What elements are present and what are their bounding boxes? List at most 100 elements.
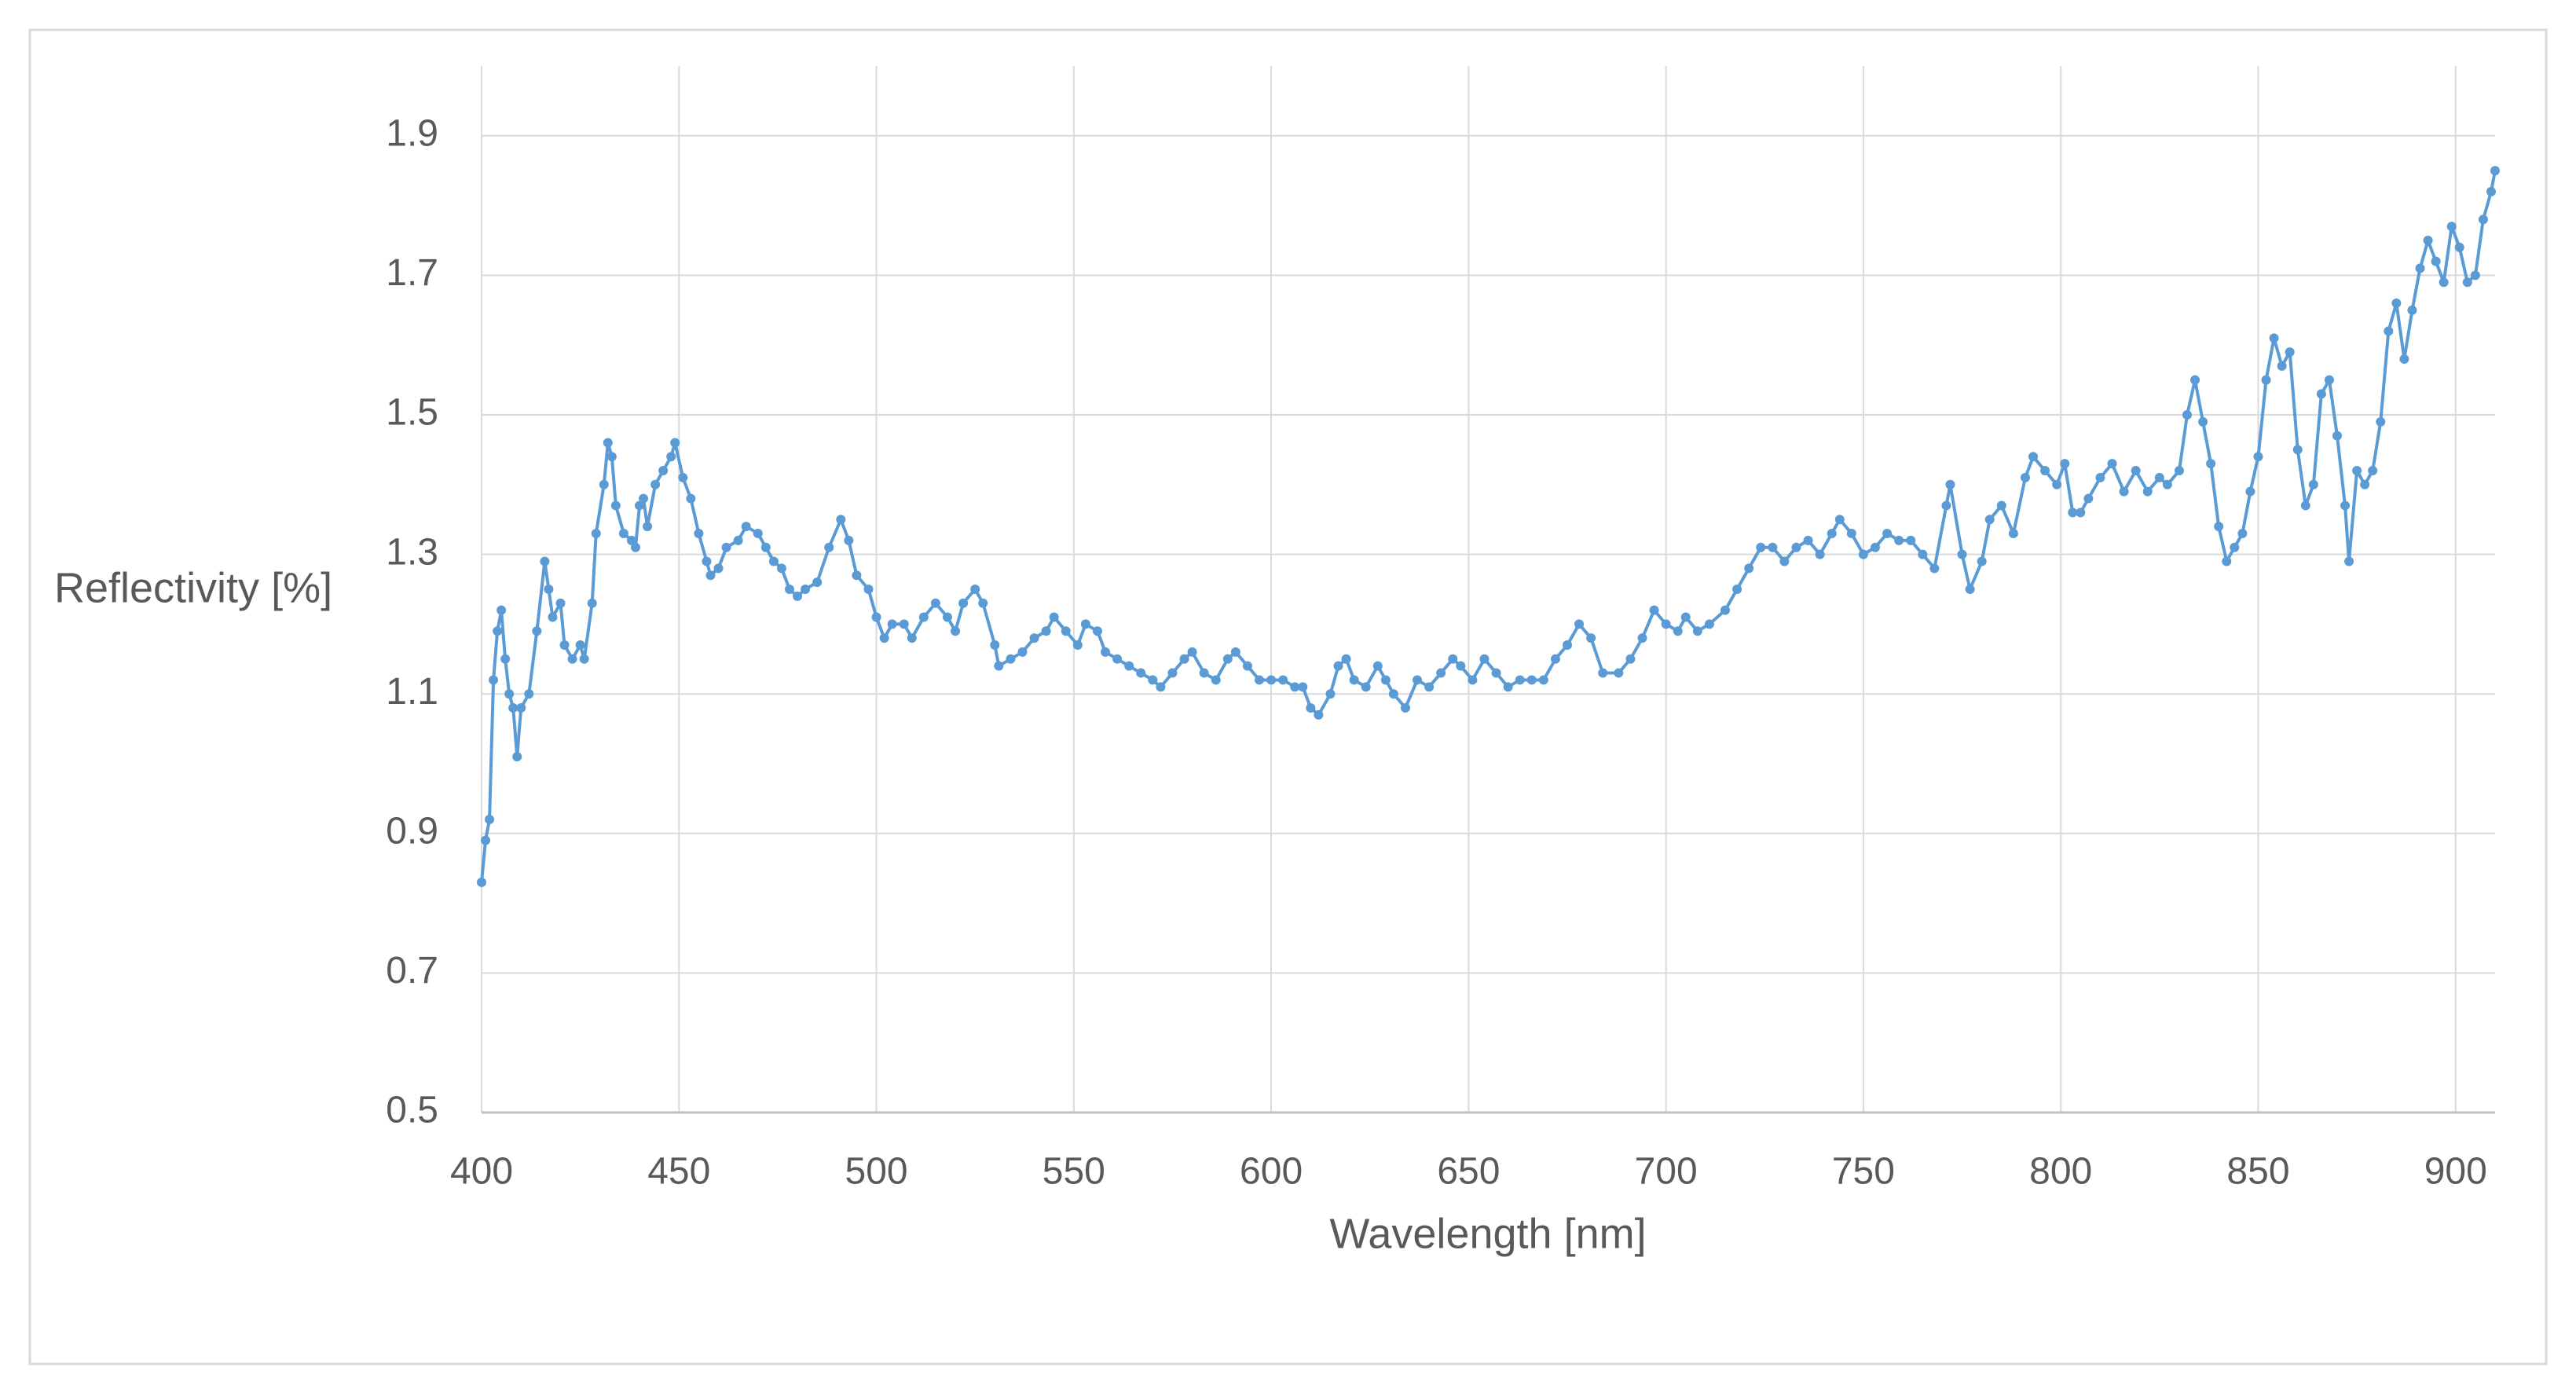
data-point xyxy=(579,654,589,664)
data-point xyxy=(2399,354,2409,364)
data-point xyxy=(2407,305,2417,315)
x-tick-label: 750 xyxy=(1832,1151,1895,1193)
data-point xyxy=(2360,479,2370,489)
data-point xyxy=(2040,466,2050,476)
data-point xyxy=(2245,486,2255,497)
data-point xyxy=(2316,389,2326,399)
data-point xyxy=(1768,542,1778,552)
data-point xyxy=(591,528,601,538)
data-point xyxy=(548,612,558,622)
data-point xyxy=(650,479,661,489)
data-point xyxy=(812,577,823,588)
data-point xyxy=(2028,452,2039,462)
data-point xyxy=(610,500,621,511)
data-point xyxy=(1101,647,1111,657)
data-point xyxy=(1006,654,1016,664)
y-tick-label: 0.9 xyxy=(386,810,438,852)
data-point xyxy=(2344,556,2354,566)
data-point xyxy=(2446,222,2457,232)
data-point xyxy=(2060,459,2070,469)
data-point xyxy=(2052,479,2062,489)
data-point xyxy=(1424,682,1435,692)
x-tick-label: 900 xyxy=(2424,1151,2487,1193)
data-point xyxy=(1870,542,1880,552)
data-point xyxy=(1061,626,1071,636)
data-point xyxy=(768,556,779,566)
data-point xyxy=(1372,661,1383,671)
y-tick-label: 1.7 xyxy=(386,252,438,294)
data-point xyxy=(1333,661,1343,671)
data-point xyxy=(1858,549,1868,559)
data-point xyxy=(1827,528,1837,538)
data-point xyxy=(1341,654,1351,664)
data-point xyxy=(721,542,731,552)
y-tick-label: 1.9 xyxy=(386,112,438,154)
data-point xyxy=(2391,298,2402,308)
data-point xyxy=(1882,528,1893,538)
data-point xyxy=(666,452,676,462)
data-point xyxy=(2142,486,2153,497)
data-point xyxy=(2214,522,2224,532)
data-point xyxy=(567,654,577,664)
data-point xyxy=(1692,626,1702,636)
data-point xyxy=(500,654,511,664)
data-point xyxy=(559,640,570,651)
data-point xyxy=(1325,689,1336,699)
data-point xyxy=(887,619,897,629)
data-point xyxy=(2198,416,2208,427)
data-point xyxy=(603,438,613,448)
data-point xyxy=(2376,416,2386,427)
data-point xyxy=(1029,633,1039,643)
data-point xyxy=(2008,528,2018,538)
data-point xyxy=(1290,682,1300,692)
data-point xyxy=(544,585,554,594)
data-point xyxy=(508,702,518,713)
data-point xyxy=(1124,661,1134,671)
data-point xyxy=(970,585,980,594)
data-point xyxy=(1625,654,1636,664)
data-point xyxy=(1586,633,1596,643)
data-point xyxy=(836,515,846,525)
data-point xyxy=(1649,605,1659,615)
data-point xyxy=(1894,535,1904,545)
x-tick-label: 800 xyxy=(2029,1151,2092,1193)
data-point xyxy=(2423,236,2433,245)
data-point xyxy=(1388,689,1398,699)
data-point xyxy=(1957,549,1967,559)
data-point xyxy=(1791,542,1801,552)
data-point xyxy=(670,438,680,448)
data-point xyxy=(1468,675,1478,685)
data-point xyxy=(2384,326,2394,336)
data-point xyxy=(1996,500,2006,511)
data-point xyxy=(2431,256,2441,266)
data-point xyxy=(1941,500,1951,511)
data-point xyxy=(1092,626,1102,636)
data-point xyxy=(635,500,645,511)
data-point xyxy=(918,612,929,622)
data-point xyxy=(1779,556,1790,566)
data-point xyxy=(477,877,486,887)
data-point xyxy=(1673,626,1683,636)
data-point xyxy=(497,605,507,615)
data-point xyxy=(1661,619,1671,629)
data-point xyxy=(1756,542,1766,552)
data-point xyxy=(1598,668,1608,678)
data-point xyxy=(1072,640,1083,651)
y-tick-label: 1.3 xyxy=(386,531,438,573)
data-point xyxy=(1929,563,1940,574)
data-point xyxy=(1945,479,1955,489)
data-point xyxy=(899,619,909,629)
data-point xyxy=(1574,619,1585,629)
x-axis-title: Wavelength [nm] xyxy=(1329,1210,1646,1257)
data-point xyxy=(555,598,566,608)
data-point xyxy=(2300,500,2310,511)
data-point xyxy=(713,563,724,574)
data-point xyxy=(1846,528,1856,538)
data-point xyxy=(481,835,491,845)
data-point xyxy=(1448,654,1458,664)
data-point xyxy=(504,689,515,699)
data-point xyxy=(1550,654,1560,664)
data-point xyxy=(871,612,881,622)
data-point xyxy=(575,640,585,651)
